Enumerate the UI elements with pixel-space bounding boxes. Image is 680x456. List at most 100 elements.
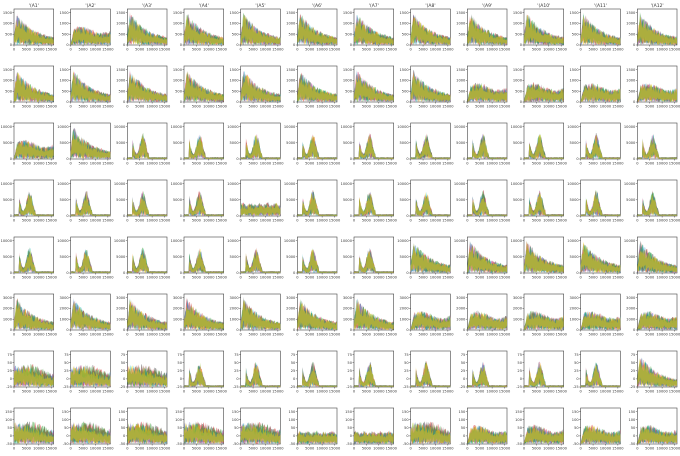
series-band-5 (467, 13, 508, 45)
series-band-0 (410, 361, 451, 387)
y-tick-label: 500 (5, 32, 13, 36)
series-band-7 (637, 358, 678, 387)
series-band-0 (127, 75, 168, 102)
series-band-0 (354, 430, 394, 444)
subplot-frame (467, 407, 508, 445)
x-tick-label: 5000 (192, 162, 202, 166)
y-tick-label: 0 (520, 214, 523, 218)
series-band-7 (70, 194, 111, 216)
y-tick-label: 500 (345, 32, 353, 36)
y-tick-label: 150 (288, 410, 296, 414)
y-tick-label: 500 (232, 32, 240, 36)
x-tick-label: 5000 (418, 276, 428, 280)
series-band-3 (524, 18, 564, 45)
x-tick-label: 15000 (329, 48, 341, 52)
x-tick-label: 10000 (486, 390, 498, 394)
x-tick-label: 15000 (215, 390, 227, 394)
y-tick-label: 1000 (570, 22, 580, 26)
y-tick-label: 500 (118, 89, 126, 93)
y-tick-label: -25 (629, 385, 635, 389)
x-tick-label: 10000 (203, 390, 215, 394)
series-band-4 (70, 422, 111, 444)
x-tick-label: 15000 (329, 276, 341, 280)
series-band-3 (354, 298, 394, 330)
series-band-6 (14, 247, 54, 273)
x-tick-label: 15000 (669, 219, 680, 223)
series-band-6 (637, 357, 678, 387)
x-tick-label: 5000 (588, 276, 598, 280)
x-tick-label: 10000 (373, 219, 385, 223)
series-band-2 (297, 134, 338, 159)
series-band-6 (467, 135, 508, 159)
series-band-0 (14, 139, 54, 159)
x-tick-label: 10000 (146, 276, 158, 280)
x-tick-label: 5000 (588, 105, 598, 109)
series-band-3 (467, 19, 508, 45)
y-tick-label: 2000 (60, 307, 70, 311)
series-band-6 (467, 364, 508, 387)
series-band-1 (14, 422, 54, 444)
series-band-6 (127, 15, 168, 45)
series-band-3 (467, 84, 508, 102)
series-band-2 (297, 190, 338, 216)
series-band-1 (410, 135, 451, 159)
x-tick-label: 5000 (645, 276, 655, 280)
series-band-5 (354, 430, 394, 444)
x-tick-label: 15000 (442, 447, 454, 451)
subplot-frame (13, 65, 54, 103)
subplot-frame (127, 293, 168, 331)
series-band-0 (467, 425, 508, 444)
subplot-frame (13, 350, 54, 388)
x-tick-label: 15000 (669, 105, 680, 109)
y-tick-label: 0 (463, 434, 466, 438)
series-band-4 (467, 84, 508, 102)
series-band-7 (467, 136, 508, 159)
series-band-5 (637, 82, 678, 102)
subplot-frame (127, 8, 168, 46)
series-band-5 (184, 135, 224, 159)
series-band-4 (410, 12, 451, 45)
x-tick-label: 5000 (418, 48, 428, 52)
y-tick-label: 5000 (626, 141, 636, 145)
series-band-3 (297, 251, 338, 273)
y-tick-label: 10000 (397, 182, 409, 186)
y-tick-label: 25 (234, 369, 239, 373)
x-tick-label: 5000 (248, 447, 258, 451)
series-band-5 (184, 73, 224, 102)
x-tick-label: 10000 (316, 105, 328, 109)
series-band-5 (14, 364, 54, 387)
series-band-7 (14, 251, 54, 273)
series-band-2 (297, 249, 338, 273)
series-band-7 (14, 13, 54, 46)
x-tick-label: 0 (296, 162, 299, 166)
y-tick-label: 10000 (171, 125, 183, 129)
series-band-5 (524, 424, 564, 444)
series-band-5 (184, 191, 224, 216)
y-tick-label: 500 (118, 32, 126, 36)
x-tick-label: 15000 (669, 48, 680, 52)
y-tick-label: 50 (461, 361, 466, 365)
y-tick-label: -50 (63, 442, 70, 446)
series-band-2 (127, 421, 168, 444)
series-band-4 (297, 75, 338, 102)
x-tick-label: 10000 (260, 219, 272, 223)
x-tick-label: 5000 (248, 390, 258, 394)
y-tick-label: 1500 (513, 11, 523, 15)
x-tick-label: 15000 (159, 105, 171, 109)
series-band-2 (410, 248, 451, 273)
y-tick-label: 2000 (570, 307, 580, 311)
subplot-frame (580, 8, 621, 46)
x-tick-label: 10000 (656, 333, 668, 337)
x-tick-label: 15000 (612, 219, 624, 223)
